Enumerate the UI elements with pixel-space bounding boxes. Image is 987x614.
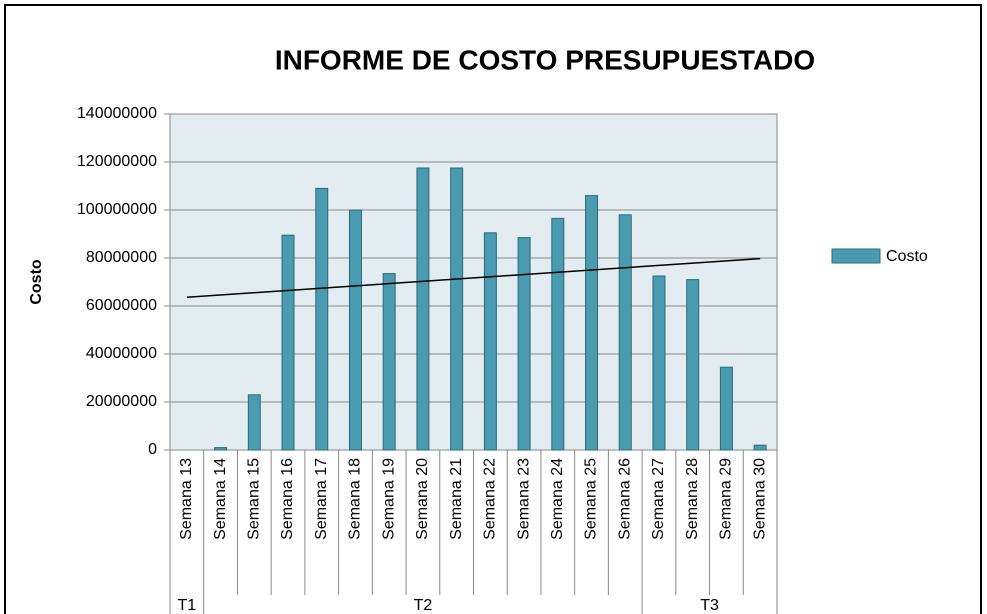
y-tick-label: 20000000: [86, 393, 157, 410]
x-tick-label: Semana 21: [448, 458, 465, 540]
group-label: T1: [178, 597, 197, 614]
bar: [382, 273, 396, 451]
x-tick-label: Semana 25: [583, 458, 600, 540]
bar: [483, 232, 497, 451]
bar: [652, 275, 666, 451]
bar: [517, 237, 531, 451]
x-tick-label: Semana 30: [751, 458, 768, 540]
plot-area: [169, 113, 778, 451]
bar: [753, 444, 767, 451]
y-axis-label: Costo: [28, 259, 45, 305]
y-tick-label: 140000000: [77, 105, 157, 122]
bar: [348, 209, 362, 451]
y-tick-label: 40000000: [86, 345, 157, 362]
x-tick-label: Semana 22: [482, 458, 499, 540]
x-tick-label: Semana 28: [684, 458, 701, 540]
y-tick-label: 0: [148, 441, 157, 458]
x-tick-label: Semana 13: [178, 458, 195, 540]
group-label: T3: [700, 597, 719, 614]
group-label: T2: [414, 597, 433, 614]
legend-label: Costo: [886, 248, 928, 265]
bar: [315, 187, 329, 451]
bar: [416, 167, 430, 451]
bar: [551, 217, 565, 451]
x-tick-label: Semana 18: [347, 458, 364, 540]
bar: [618, 214, 632, 451]
x-tick-label: Semana 17: [313, 458, 330, 540]
x-tick-label: Semana 15: [246, 458, 263, 540]
bar: [281, 234, 295, 451]
x-tick-label: Semana 29: [718, 458, 735, 540]
legend-swatch: [831, 248, 881, 264]
bar: [686, 279, 700, 451]
x-tick-label: Semana 23: [515, 458, 532, 540]
y-tick-label: 80000000: [86, 249, 157, 266]
trendline: [186, 257, 761, 298]
bar: [585, 195, 599, 451]
x-tick-label: Semana 26: [616, 458, 633, 540]
x-tick-label: Semana 24: [549, 458, 566, 540]
bar: [247, 394, 261, 451]
x-tick-label: Semana 27: [650, 458, 667, 540]
y-tick-label: 120000000: [77, 153, 157, 170]
bar: [450, 167, 464, 451]
bar: [214, 447, 228, 451]
chart-title: INFORME DE COSTO PRESUPUESTADO: [275, 44, 815, 75]
y-tick-label: 60000000: [86, 297, 157, 314]
x-tick-label: Semana 20: [414, 458, 431, 540]
x-tick-label: Semana 14: [212, 458, 229, 540]
bar: [719, 366, 733, 451]
y-tick-label: 100000000: [77, 201, 157, 218]
x-tick-label: Semana 16: [279, 458, 296, 540]
x-tick-label: Semana 19: [380, 458, 397, 540]
